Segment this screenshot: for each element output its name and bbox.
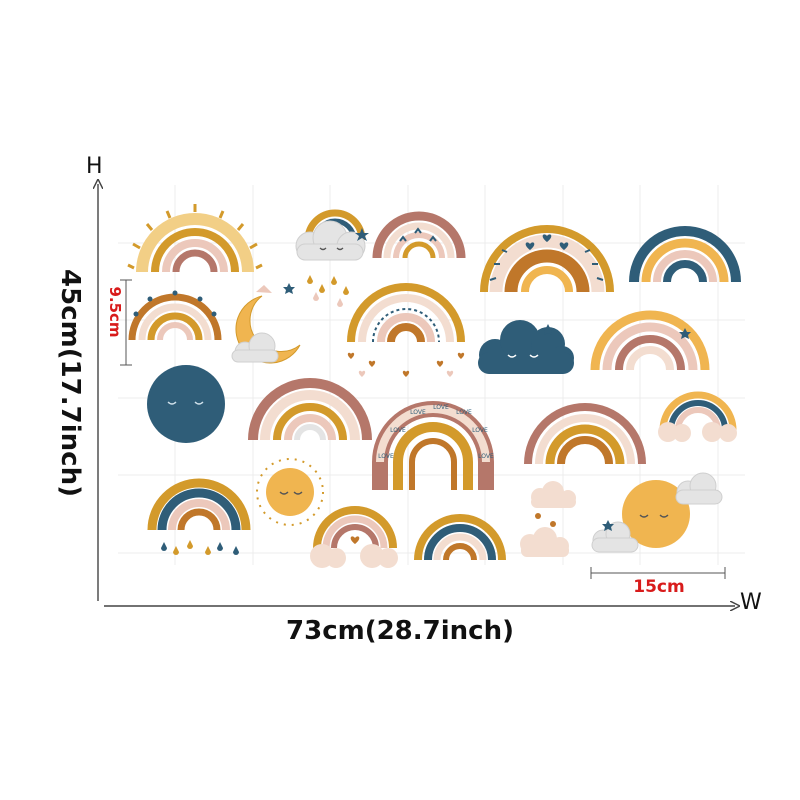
- rainbow-garland-hearts: [347, 283, 465, 377]
- rainbow-peach-stars: [590, 310, 710, 371]
- love-word: LOVE: [478, 453, 494, 460]
- rainbow-dotted: [128, 290, 222, 341]
- rainbow-chevron: [372, 211, 466, 259]
- love-word: LOVE: [472, 427, 488, 434]
- teal-planet-smiling: [147, 365, 225, 443]
- rainbow-teal-drops: [147, 478, 251, 555]
- total-width-label: 73cm(28.7inch): [286, 616, 514, 646]
- rainbow-love-banner: [372, 401, 494, 490]
- small-height-bracket: [120, 279, 132, 366]
- crescent-moon-cloud: [231, 283, 301, 364]
- teal-cloud-smiling: [478, 320, 574, 374]
- love-word: LOVE: [433, 404, 449, 411]
- item-width-label: 15cm: [633, 577, 685, 597]
- rainbow-starry: [414, 514, 506, 561]
- small-width-bracket: [590, 567, 726, 579]
- love-word: LOVE: [410, 409, 426, 416]
- love-banner-words: LOVE LOVE LOVE LOVE LOVE LOVE LOVE: [378, 404, 494, 460]
- rainbow-teal: [629, 226, 741, 283]
- love-word: LOVE: [378, 453, 394, 460]
- rainbow-leaves-hearts: [480, 225, 614, 293]
- love-word: LOVE: [456, 409, 472, 416]
- sun-with-stars: [256, 458, 324, 526]
- item-height-label: 9.5cm: [106, 286, 124, 338]
- cloud-rainbow-raindrops: [295, 209, 369, 307]
- sun-with-clouds: [591, 472, 723, 553]
- love-word: LOVE: [390, 427, 406, 434]
- rainbow-terracotta-arrows: [248, 378, 372, 441]
- height-axis-letter: H: [86, 154, 103, 179]
- width-axis-letter: W: [740, 590, 762, 615]
- rainbow-heart-clouds: [310, 506, 398, 568]
- total-height-label: 45cm(17.7inch): [55, 269, 85, 497]
- clouds-with-stars: [520, 481, 576, 557]
- rainbow-wide-terracotta: [524, 403, 646, 465]
- rainbow-small-clouds: [658, 391, 737, 442]
- rainbow-sun-rays: [127, 204, 263, 273]
